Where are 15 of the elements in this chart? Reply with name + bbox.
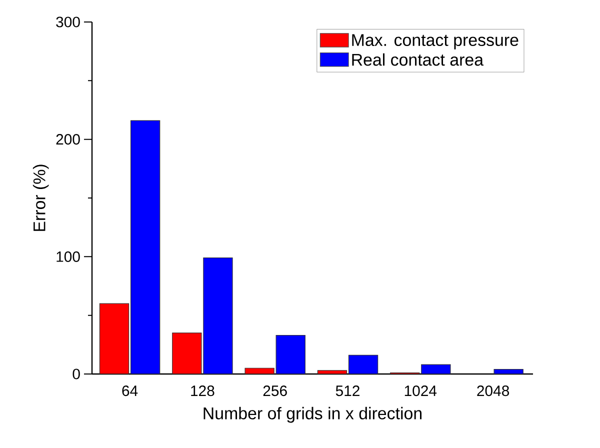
- legend-label: Max. contact pressure: [352, 34, 518, 50]
- y-tick-label: 300: [56, 16, 80, 28]
- x-tick-label: 128: [191, 386, 214, 396]
- bar: [494, 368, 524, 374]
- y-tick-label: 0: [72, 368, 80, 380]
- x-tick-label: 256: [263, 386, 287, 396]
- y-tick-label: 200: [56, 134, 80, 145]
- x-tick-label: 2048: [477, 386, 510, 396]
- x-axis-title: Number of grids in x direction: [204, 406, 422, 423]
- x-tick-label: 1024: [404, 386, 437, 396]
- x-tick-label: 64: [122, 386, 138, 396]
- x-tick-label: 512: [336, 386, 360, 396]
- y-tick-label: 100: [56, 251, 80, 262]
- legend-label: Real contact area: [352, 53, 484, 66]
- y-axis-title: Error (%): [32, 164, 49, 231]
